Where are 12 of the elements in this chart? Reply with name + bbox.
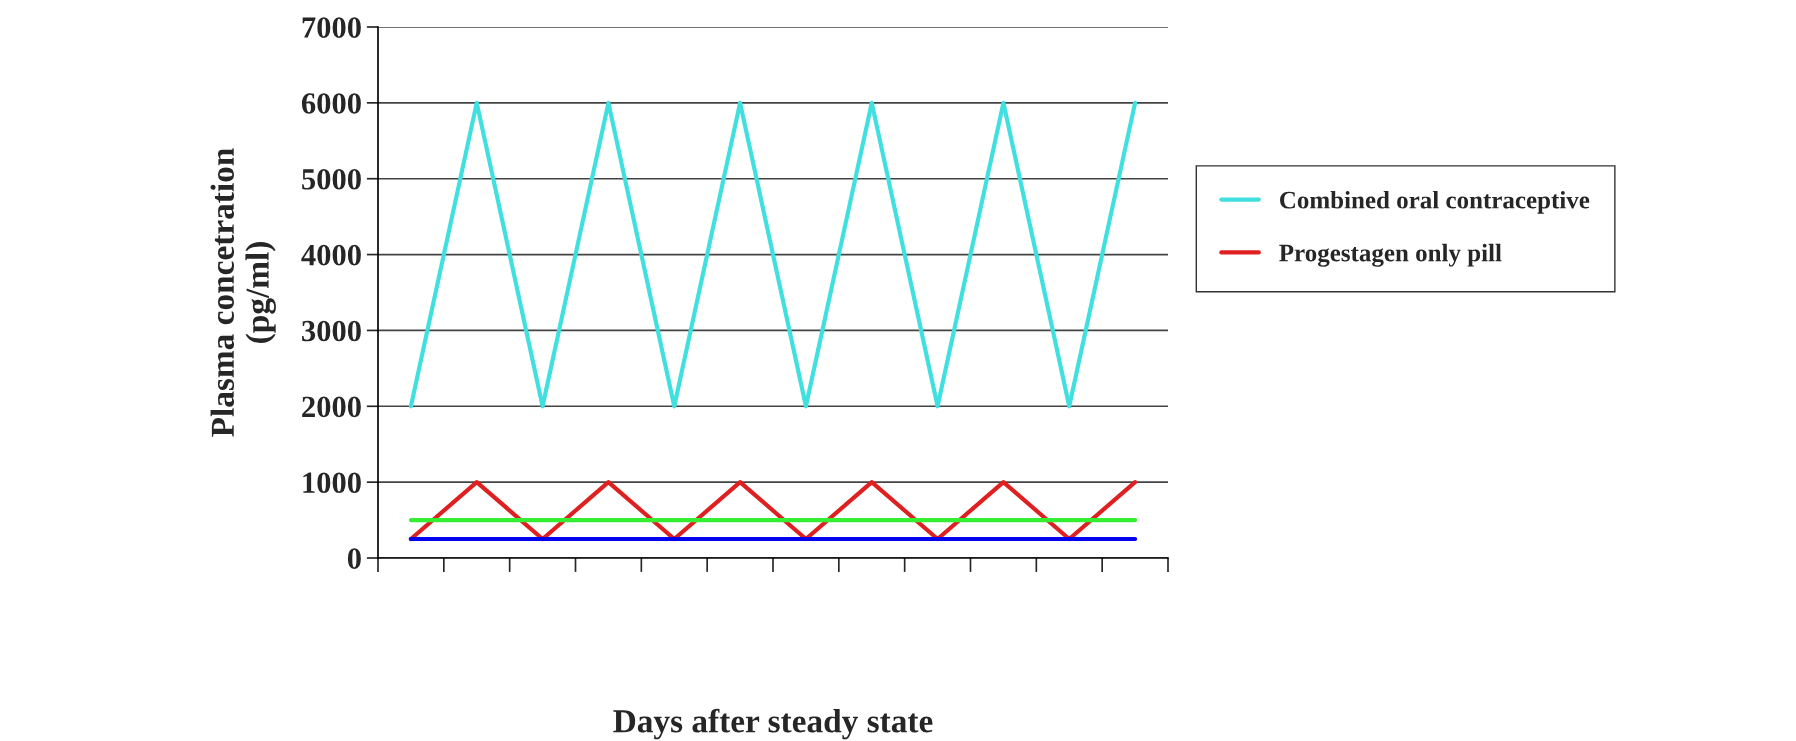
y-tick-label: 0: [347, 548, 361, 569]
y-tick-label: 7000: [302, 17, 361, 38]
legend-label: Combined oral contraceptive: [1280, 191, 1590, 214]
y-tick-label: 5000: [302, 169, 361, 190]
x-axis-title: Days after steady state: [613, 708, 933, 740]
y-tick-label: 6000: [301, 93, 361, 114]
y-tick-label: 2000: [302, 396, 361, 418]
y-tick-label: 3000: [302, 320, 361, 342]
y-tick-label: 4000: [301, 244, 361, 266]
y-axis-title: Plasma concetration (pg/ml): [210, 148, 276, 437]
legend-label: Progestagen only pill: [1279, 243, 1502, 267]
y-tick-label: 1000: [303, 472, 361, 494]
